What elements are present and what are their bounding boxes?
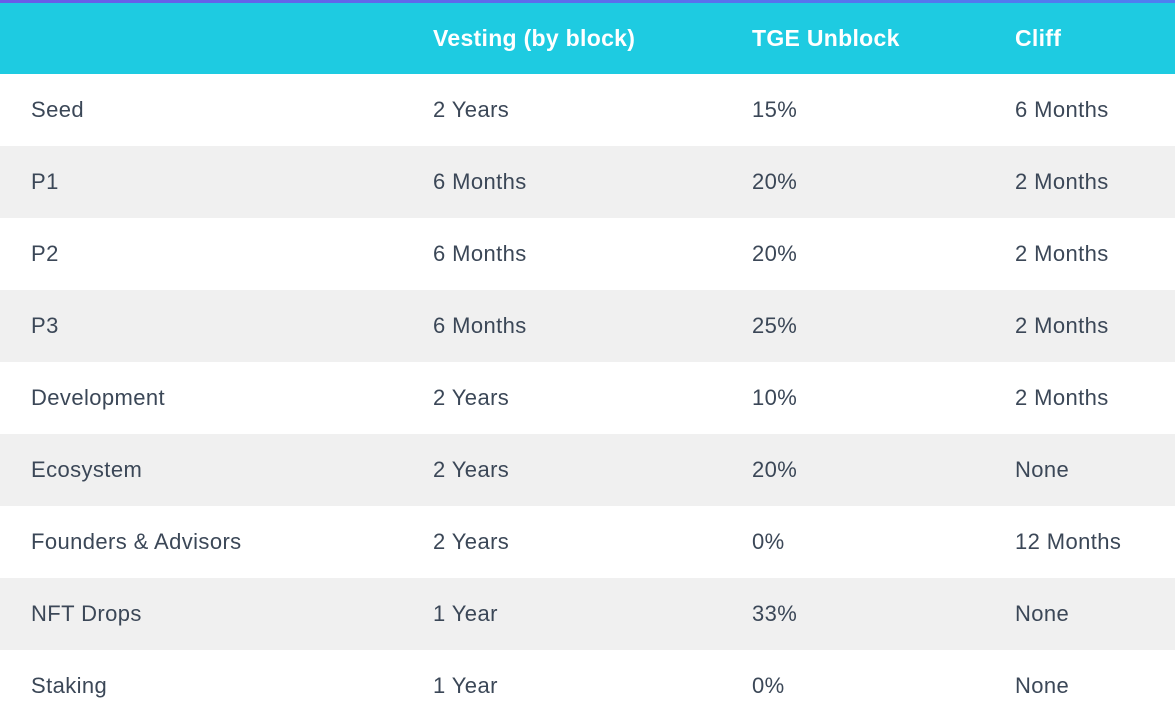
table-cell: 1 Year xyxy=(433,601,498,626)
table-cell: 20% xyxy=(752,457,798,482)
table-row: Seed 2 Years 15% 6 Months xyxy=(0,74,1175,146)
table-row: P2 6 Months 20% 2 Months xyxy=(0,218,1175,290)
table-cell: None xyxy=(1015,457,1070,482)
table-cell: 0% xyxy=(752,673,785,698)
table-cell: None xyxy=(1015,673,1070,698)
table-row: P1 6 Months 20% 2 Months xyxy=(0,146,1175,218)
table-cell: 2 Years xyxy=(433,529,510,554)
table-cell: 6 Months xyxy=(433,241,527,266)
header-cell: Cliff xyxy=(1015,25,1062,51)
table-cell: P3 xyxy=(31,313,59,338)
table-cell: Founders & Advisors xyxy=(31,529,242,554)
header-cell: Vesting (by block) xyxy=(433,25,636,51)
table-row: Development 2 Years 10% 2 Months xyxy=(0,362,1175,434)
table-cell: 2 Months xyxy=(1015,385,1109,410)
table-cell: 20% xyxy=(752,169,798,194)
table-row: P3 6 Months 25% 2 Months xyxy=(0,290,1175,362)
table-cell: 20% xyxy=(752,241,798,266)
table-cell: 2 Months xyxy=(1015,313,1109,338)
table-cell: 12 Months xyxy=(1015,529,1122,554)
table-cell: 10% xyxy=(752,385,798,410)
table-cell: 0% xyxy=(752,529,785,554)
table-row: NFT Drops 1 Year 33% None xyxy=(0,578,1175,650)
table-cell: Development xyxy=(31,385,166,410)
table-cell: Staking xyxy=(31,673,108,698)
table-cell: P2 xyxy=(31,241,59,266)
table-cell: 25% xyxy=(752,313,798,338)
header-row: Vesting (by block) TGE Unblock Cliff xyxy=(0,3,1175,74)
table-cell: 6 Months xyxy=(433,313,527,338)
table-cell: 6 Months xyxy=(1015,97,1109,122)
table-cell: 6 Months xyxy=(433,169,527,194)
table-cell: P1 xyxy=(31,169,59,194)
table-cell: 2 Years xyxy=(433,385,510,410)
table-cell: 2 Months xyxy=(1015,241,1109,266)
table-row: Staking 1 Year 0% None xyxy=(0,650,1175,719)
header-cell: TGE Unblock xyxy=(752,25,900,51)
table-cell: 33% xyxy=(752,601,798,626)
table-cell: 1 Year xyxy=(433,673,498,698)
table-row: Ecosystem 2 Years 20% None xyxy=(0,434,1175,506)
table-cell: 2 Years xyxy=(433,457,510,482)
table-cell: 15% xyxy=(752,97,798,122)
table-cell: 2 Months xyxy=(1015,169,1109,194)
table-cell: Ecosystem xyxy=(31,457,143,482)
table-row: Founders & Advisors 2 Years 0% 12 Months xyxy=(0,506,1175,578)
table-cell: 2 Years xyxy=(433,97,510,122)
table-cell: Seed xyxy=(31,97,84,122)
table-cell: NFT Drops xyxy=(31,601,142,626)
top-accent xyxy=(0,0,1175,3)
table-cell: None xyxy=(1015,601,1070,626)
